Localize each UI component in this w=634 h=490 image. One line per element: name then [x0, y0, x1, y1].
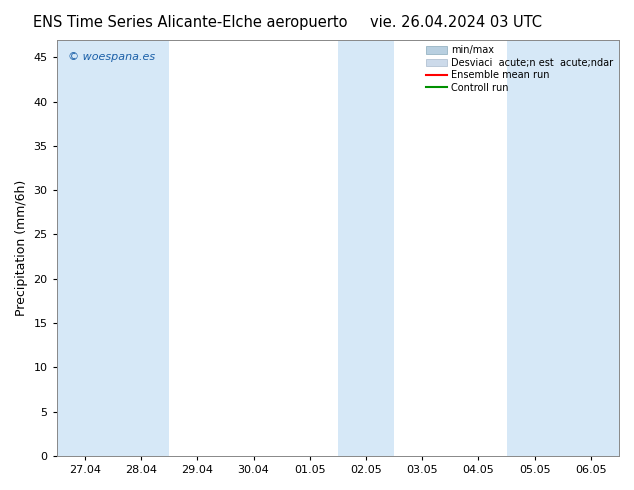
Bar [563, 40, 619, 456]
Text: © woespana.es: © woespana.es [68, 52, 155, 62]
Bar [56, 40, 113, 456]
Y-axis label: Precipitation (mm/6h): Precipitation (mm/6h) [15, 180, 28, 316]
Text: vie. 26.04.2024 03 UTC: vie. 26.04.2024 03 UTC [370, 15, 543, 30]
Text: ENS Time Series Alicante-Elche aeropuerto: ENS Time Series Alicante-Elche aeropuert… [33, 15, 347, 30]
Bar [507, 40, 563, 456]
Legend: min/max, Desviaci  acute;n est  acute;ndar, Ensemble mean run, Controll run: min/max, Desviaci acute;n est acute;ndar… [422, 42, 617, 97]
Bar [338, 40, 394, 456]
Bar [113, 40, 169, 456]
